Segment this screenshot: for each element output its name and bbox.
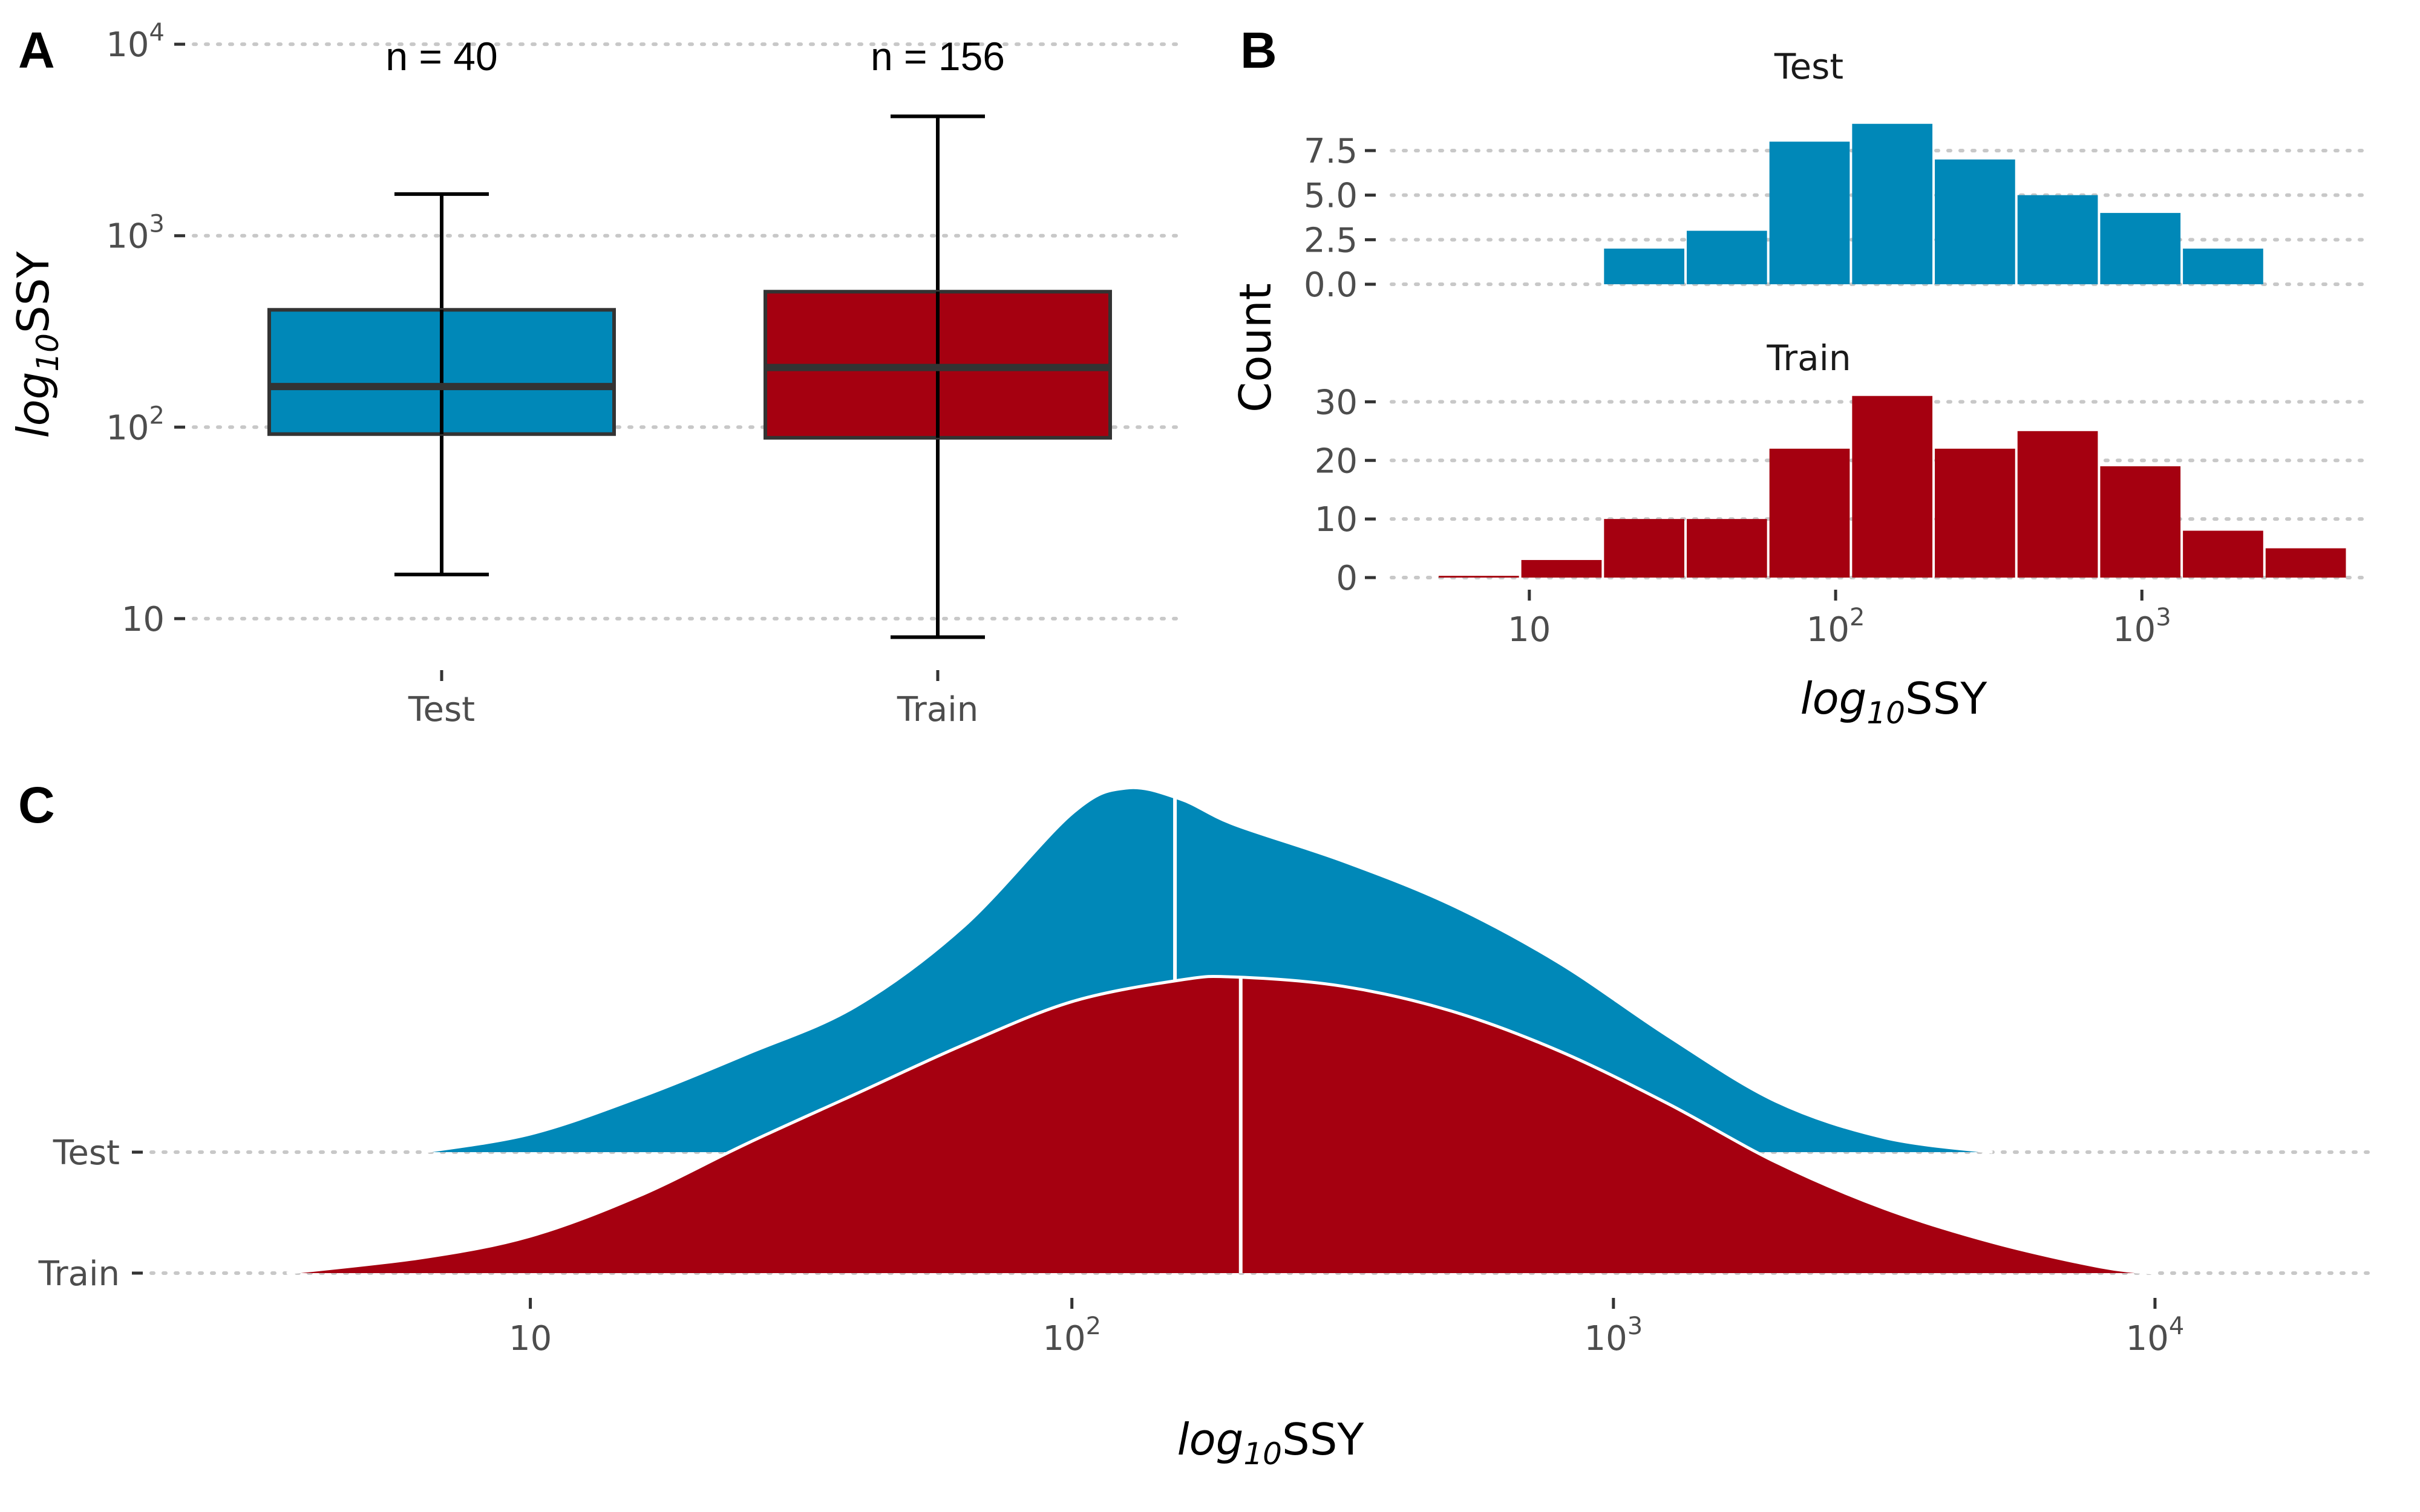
x-tick-label: 10 bbox=[509, 1319, 552, 1358]
density-outline bbox=[422, 786, 1993, 1154]
y-tick-label: 0.0 bbox=[1304, 266, 1358, 305]
y-axis-title-group: Count bbox=[1230, 283, 1281, 412]
histogram-bar bbox=[1687, 230, 1767, 284]
histogram-bar bbox=[1604, 519, 1684, 578]
histogram-bar bbox=[1687, 519, 1767, 578]
panel-label-b: B bbox=[1240, 22, 1277, 79]
y-tick-label: 2.5 bbox=[1304, 221, 1358, 260]
histogram-bar bbox=[2017, 195, 2098, 284]
histogram-bar bbox=[1852, 396, 1933, 578]
histogram-bar bbox=[1604, 249, 1684, 284]
histogram-bar bbox=[1769, 142, 1850, 284]
histogram-bar bbox=[2265, 548, 2346, 578]
histogram-bar bbox=[2100, 213, 2181, 284]
facet-train: Train 0 10 20 30 bbox=[1315, 337, 2373, 598]
facet-strip-label: Test bbox=[1774, 46, 1843, 87]
y-tick-label: 104 bbox=[106, 19, 165, 65]
n-label: n = 40 bbox=[385, 34, 497, 79]
box-train: n = 156 bbox=[764, 34, 1112, 639]
panel-b-histogram: B Test 0.0 2.5 5.0 7.5 Train 0 10 20 30 10 102 103 Cou… bbox=[1230, 22, 2373, 731]
histogram-bar bbox=[1769, 448, 1850, 578]
facet-test: Test 0.0 2.5 5.0 7.5 bbox=[1304, 46, 2373, 305]
y-axis-title: Count bbox=[1230, 283, 1281, 412]
histogram-bar bbox=[1438, 576, 1519, 578]
y-tick-label: 30 bbox=[1315, 383, 1358, 422]
histogram-bar bbox=[2183, 249, 2263, 284]
x-tick-label: Test bbox=[408, 690, 475, 729]
x-axis-title-group: log10SSY bbox=[1800, 673, 1988, 731]
x-tick-label: 102 bbox=[1042, 1312, 1101, 1358]
histogram-bar bbox=[1852, 123, 1933, 284]
histogram-bar bbox=[2183, 530, 2263, 578]
panel-a-boxplot: A 10 102 103 104 n = 40 Test n = 156 Train log10S… bbox=[8, 19, 1188, 729]
x-axis-title-group: log10SSY bbox=[1177, 1414, 1365, 1471]
x-tick-label: 103 bbox=[2113, 604, 2171, 650]
y-tick-label: 102 bbox=[106, 402, 165, 448]
panel-label-c: C bbox=[18, 777, 55, 833]
density-area bbox=[286, 976, 2155, 1273]
panel-c-ridgeline: C Test Train 10 102 103 104 log10SSY bbox=[18, 777, 2373, 1471]
x-tick-label: 103 bbox=[1584, 1312, 1643, 1358]
y-tick-label: Train bbox=[38, 1254, 120, 1294]
y-axis-title-group: log10SSY bbox=[8, 251, 65, 438]
x-axis-title: log10SSY bbox=[1177, 1414, 1365, 1471]
y-tick-label: 10 bbox=[1315, 500, 1358, 539]
x-axis-title: log10SSY bbox=[1800, 673, 1988, 731]
histogram-bar bbox=[1521, 559, 1602, 578]
density-train bbox=[286, 974, 2156, 1275]
y-tick-label: 10 bbox=[122, 600, 165, 639]
y-axis-title: log10SSY bbox=[8, 251, 65, 438]
density-area bbox=[422, 787, 1993, 1152]
histogram-bar bbox=[1935, 448, 2015, 578]
x-tick-label: Train bbox=[897, 690, 978, 729]
histogram-bar bbox=[2017, 431, 2098, 578]
n-label: n = 156 bbox=[871, 34, 1005, 79]
facet-strip-label: Train bbox=[1766, 337, 1851, 379]
y-tick-label: 0 bbox=[1336, 559, 1358, 598]
y-tick-label: Test bbox=[53, 1133, 120, 1173]
histogram-bar bbox=[1935, 159, 2015, 284]
box-test: n = 40 bbox=[267, 34, 616, 576]
x-tick-label: 102 bbox=[1807, 604, 1865, 650]
y-tick-label: 20 bbox=[1315, 442, 1358, 481]
y-tick-label: 5.0 bbox=[1304, 177, 1358, 216]
y-tick-label: 103 bbox=[106, 210, 165, 256]
y-tick-label: 7.5 bbox=[1304, 132, 1358, 171]
panel-label-a: A bbox=[18, 22, 55, 79]
x-tick-label: 10 bbox=[1508, 610, 1551, 650]
density-outline bbox=[286, 974, 2156, 1275]
x-tick-label: 104 bbox=[2126, 1312, 2185, 1358]
histogram-bar bbox=[2100, 466, 2181, 578]
